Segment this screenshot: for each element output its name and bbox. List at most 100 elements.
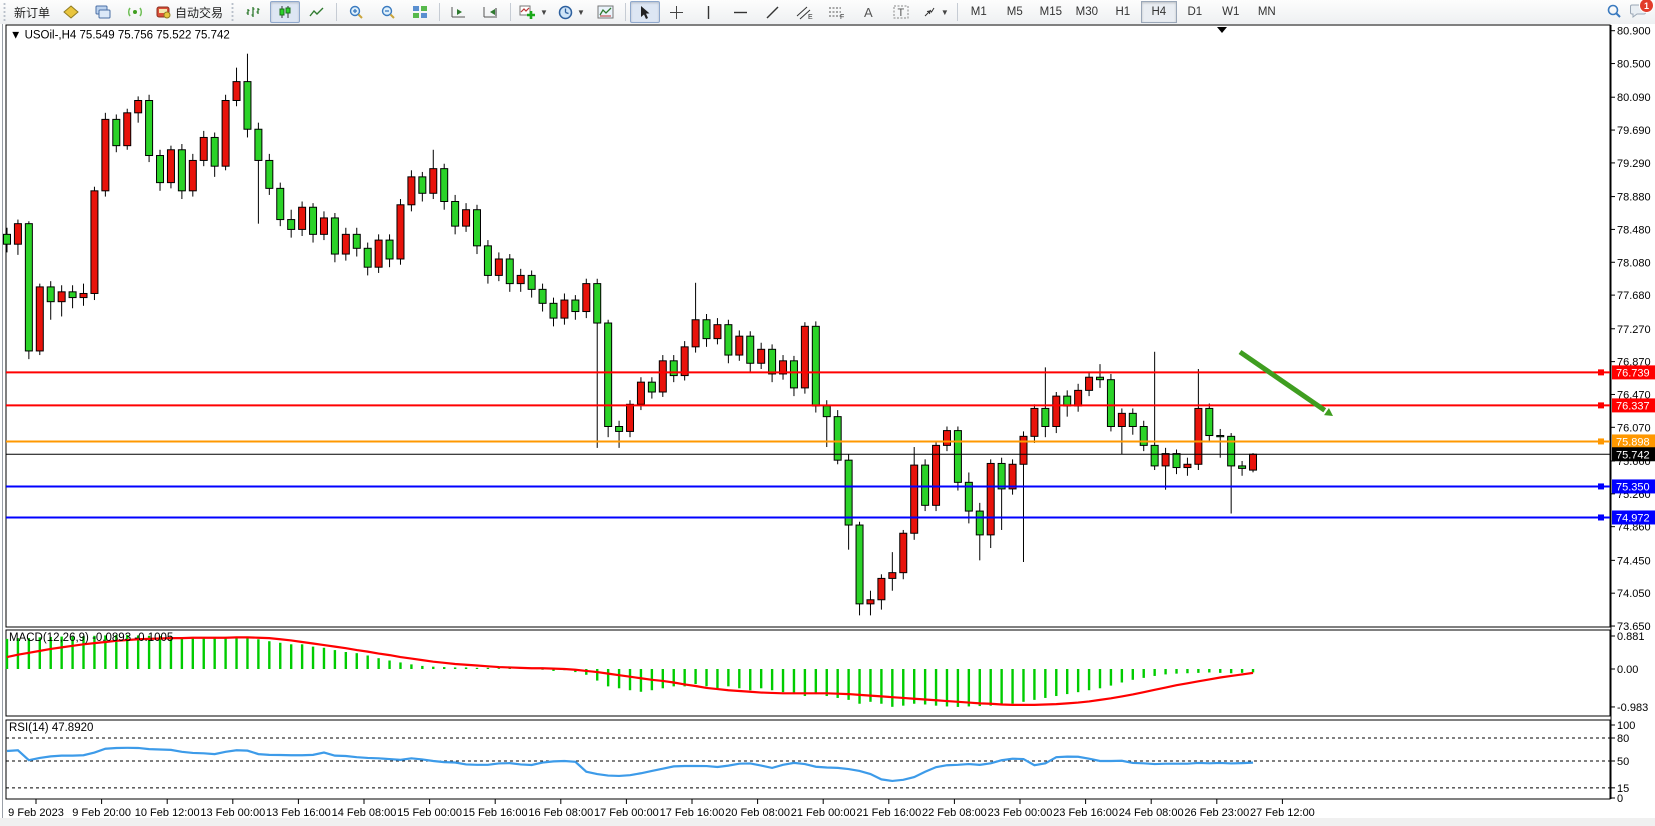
price-tick-label: 78.080 [1617, 257, 1651, 269]
toolbar-grip[interactable] [230, 3, 236, 21]
trendline-button[interactable] [758, 1, 788, 23]
arrows-dropdown-button[interactable]: ▼ [918, 1, 953, 23]
horizontal-line-icon [733, 7, 748, 18]
zoom-group [340, 0, 436, 24]
tile-windows-button[interactable] [405, 1, 435, 23]
bar-chart-button[interactable] [238, 1, 268, 23]
auto-scroll-button[interactable] [444, 1, 474, 23]
line-price-label-box [1612, 479, 1655, 494]
chart-shift-button[interactable] [476, 1, 506, 23]
tab-timeframe-M5[interactable]: M5 [1006, 6, 1023, 18]
zoom-out-button[interactable] [373, 1, 403, 23]
tab-timeframe-M1[interactable]: M1 [970, 6, 987, 18]
candle-bull [57, 291, 66, 303]
chart-type-group [237, 0, 333, 24]
time-tick-label: 15 Feb 16:00 [463, 807, 528, 819]
bar-chart-icon [245, 5, 261, 19]
horizontal-line-75.350[interactable]: 75.350 [6, 479, 1655, 494]
candle-bull [626, 403, 635, 432]
object-group: ▼ ▼ [514, 0, 622, 24]
candle-bear [855, 524, 864, 605]
horizontal-line-75.898[interactable]: 75.898 [6, 434, 1655, 449]
toolbar-grip[interactable] [2, 3, 7, 21]
candle-bull [516, 274, 525, 285]
fibonacci-button[interactable]: F [822, 1, 852, 23]
new-order-button[interactable]: 新订单 [10, 1, 54, 23]
candle-bear [527, 274, 536, 290]
candle-bull [1183, 463, 1192, 469]
tab-timeframe-M15[interactable]: M15 [1039, 6, 1062, 18]
tab-timeframe-MN[interactable]: MN [1257, 6, 1276, 18]
candle-bull [1008, 463, 1017, 490]
tab-timeframe-W1[interactable]: W1 [1222, 6, 1240, 18]
equidistant-channel-button[interactable]: E [790, 1, 820, 23]
candle-bear [1227, 435, 1236, 467]
candle-bear [276, 187, 285, 221]
time-axis: 9 Feb 2023 9 Feb 20:00 10 Feb 12:00 13 Feb … [8, 799, 1315, 819]
text-icon: A [862, 5, 875, 19]
time-tick-label: 17 Feb 00:00 [594, 807, 659, 819]
signal-button[interactable] [120, 1, 150, 23]
price-tick-label: 80.900 [1617, 26, 1651, 38]
text-button[interactable]: A [854, 1, 884, 23]
candle-bear [647, 381, 656, 393]
candle-bull [13, 223, 22, 245]
profile-button[interactable] [56, 1, 86, 23]
candle-bear [1041, 407, 1050, 427]
cursor-icon [638, 5, 651, 20]
chart-area[interactable]: 80.900 80.500 80.090 79.690 79.290 78.880 78.4… [0, 24, 1655, 826]
candle-bull [877, 577, 886, 601]
time-tick-label: 24 Feb 08:00 [1119, 807, 1184, 819]
autotrading-icon [156, 5, 172, 19]
crosshair-button[interactable] [662, 1, 692, 23]
terminal-button[interactable] [88, 1, 118, 23]
text-label-button[interactable]: T [886, 1, 916, 23]
add-indicator-button[interactable]: ▼ [515, 1, 552, 23]
candle-bear [243, 81, 252, 130]
horizontal-line-76.739[interactable]: 76.739 [6, 365, 1655, 380]
autotrading-button[interactable]: 自动交易 [152, 1, 227, 23]
periods-caret: ▼ [576, 7, 585, 17]
line-chart-button[interactable] [302, 1, 332, 23]
svg-text:T: T [897, 7, 904, 19]
tab-timeframe-H4[interactable]: H4 [1140, 1, 1177, 23]
candle-bear [472, 209, 481, 247]
trendline-icon [765, 5, 780, 20]
candle-bull [713, 324, 722, 340]
time-tick-label: 16 Feb 08:00 [528, 807, 593, 819]
line-chart-icon [309, 5, 325, 19]
candle-bull [232, 81, 241, 101]
candle-bear [254, 128, 263, 161]
price-tick-label: 77.680 [1617, 290, 1651, 302]
fibonacci-icon: F [828, 5, 845, 20]
search-icon[interactable] [1606, 3, 1622, 22]
candle-bear [385, 239, 394, 260]
vertical-line-button[interactable] [694, 1, 724, 23]
cursor-button[interactable] [629, 1, 660, 23]
horizontal-line-74.972[interactable]: 74.972 [6, 510, 1655, 525]
notifications-button[interactable]: 1 [1630, 0, 1654, 21]
chart-shift-marker[interactable] [1217, 27, 1227, 33]
horizontal-line-76.337[interactable]: 76.337 [6, 398, 1655, 413]
zoom-in-button[interactable] [341, 1, 371, 23]
candle-bull [35, 286, 44, 352]
candle-bear [724, 324, 733, 356]
candle-bull [298, 206, 307, 230]
candle-bear [1150, 444, 1159, 467]
chart-title: ▼ USOil-,H4 75.549 75.756 75.522 75.742 [10, 30, 230, 42]
chart-properties-button[interactable] [591, 1, 621, 23]
time-tick-label: 14 Feb 08:00 [332, 807, 397, 819]
candlestick-chart-button[interactable] [270, 1, 301, 23]
time-tick-label: 13 Feb 16:00 [266, 807, 331, 819]
candle-bear [1139, 425, 1148, 446]
timeframe-group: M1 M5 M15 M30 H1 H4 D1 W1 MN [961, 0, 1285, 24]
trend-arrow[interactable] [1238, 349, 1333, 416]
candle-bull [658, 360, 667, 393]
tab-timeframe-H1[interactable]: H1 [1115, 6, 1131, 18]
periods-button[interactable]: ▼ [554, 1, 589, 23]
tab-timeframe-D1[interactable]: D1 [1187, 6, 1203, 18]
tab-timeframe-M30[interactable]: M30 [1075, 6, 1098, 18]
candle-bear [68, 291, 77, 299]
price-tick-label: 74.860 [1617, 522, 1651, 534]
horizontal-line-button[interactable] [726, 1, 756, 23]
